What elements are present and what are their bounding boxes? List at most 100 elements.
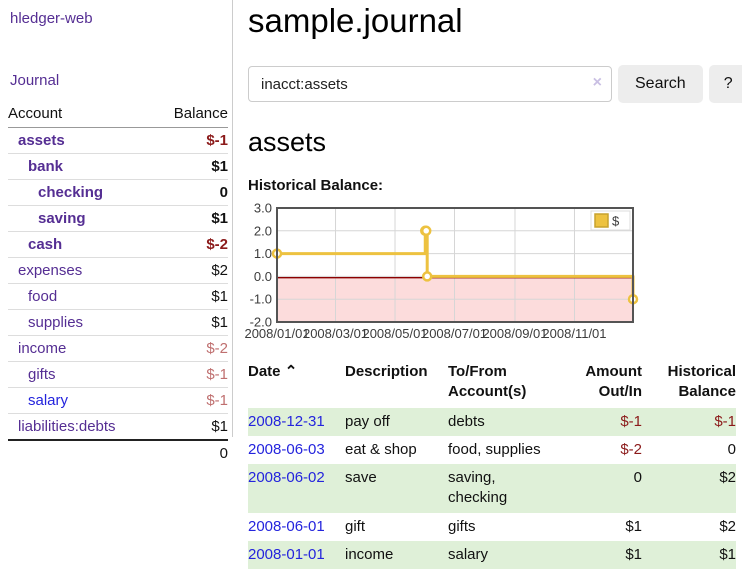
sidebar-item-journal[interactable]: Journal [10, 72, 60, 89]
account-link-cash[interactable]: cash [28, 236, 63, 253]
account-link-assets[interactable]: assets [18, 132, 65, 149]
accounts-header-account: Account [8, 102, 155, 128]
transaction-balance: $2 [719, 517, 736, 535]
transaction-description: save [345, 469, 377, 486]
account-balance: $-1 [206, 132, 228, 149]
transaction-description: eat & shop [345, 440, 417, 458]
account-row: gifts $-1 [8, 361, 228, 388]
svg-text:-1.0: -1.0 [250, 292, 272, 307]
account-link-gifts[interactable]: gifts [28, 366, 56, 383]
account-row: bank $1 [8, 153, 228, 180]
svg-text:0.0: 0.0 [254, 269, 272, 284]
svg-text:2.0: 2.0 [254, 223, 272, 238]
register-row: 2008-06-02 save saving, checking 0 $2 [248, 464, 736, 513]
transaction-date-link[interactable]: 2008-12-31 [248, 412, 325, 430]
account-balance: $-1 [154, 361, 228, 388]
account-link-liabilities-debts[interactable]: liabilities:debts [18, 418, 116, 435]
page-title: sample.journal [248, 2, 463, 39]
transaction-accounts: gifts [448, 517, 476, 535]
account-link-salary[interactable]: salary [28, 392, 69, 409]
register-row: 2008-01-01 income salary $1 $1 [248, 540, 736, 569]
transaction-amount: 0 [633, 469, 642, 486]
account-row: liabilities:debts $1 [8, 413, 228, 440]
register-header-balance: Historical Balance [667, 363, 736, 401]
account-row: checking 0 [8, 179, 228, 206]
transaction-description: pay off [345, 412, 390, 430]
account-row: supplies $1 [8, 309, 228, 336]
clear-search-icon[interactable]: × [592, 74, 602, 91]
transaction-date-link[interactable]: 2008-06-02 [248, 469, 325, 486]
svg-text:3.0: 3.0 [254, 201, 272, 216]
account-link-food[interactable]: food [28, 288, 58, 305]
account-row: saving $1 [8, 205, 228, 232]
account-link-bank[interactable]: bank [28, 158, 64, 175]
account-row: food $1 [8, 283, 228, 310]
sort-ascending-icon: ⌃ [284, 363, 298, 380]
transaction-date-link[interactable]: 2008-06-01 [248, 517, 325, 535]
account-link-saving[interactable]: saving [38, 210, 86, 227]
transaction-amount: $1 [625, 517, 642, 535]
transaction-accounts: salary [448, 545, 489, 563]
account-balance: $-2 [154, 231, 228, 258]
account-link-expenses[interactable]: expenses [18, 262, 83, 279]
account-balance: $1 [154, 205, 228, 232]
register-row: 2008-06-01 gift gifts $1 $2 [248, 513, 736, 541]
account-row: expenses $2 [8, 257, 228, 284]
sidebar-divider [232, 0, 233, 437]
account-link-checking[interactable]: checking [38, 184, 104, 201]
account-balance: $-1 [154, 387, 228, 414]
register-header-amount: Amount Out/In [585, 363, 642, 401]
svg-text:1.0: 1.0 [254, 246, 272, 261]
account-balance: $1 [154, 413, 228, 440]
account-balance: 0 [154, 179, 228, 206]
svg-text:2008/11/01: 2008/11/01 [542, 326, 606, 341]
transaction-description: gift [345, 517, 366, 535]
register-header-accounts: To/From Account(s) [448, 363, 527, 401]
accounts-total-value: 0 [154, 439, 228, 466]
svg-text:2008/01/01: 2008/01/01 [244, 326, 309, 341]
account-row: salary $-1 [8, 387, 228, 414]
sidebar: hledger-web Journal Account Balance asse… [0, 0, 232, 466]
transaction-accounts: debts [448, 412, 485, 430]
register-header-description: Description [345, 363, 428, 380]
account-balance: $2 [154, 257, 228, 284]
account-link-supplies[interactable]: supplies [28, 314, 84, 331]
main-content: sample.journal × Search ? assets Histori… [244, 0, 742, 569]
transaction-amount: $-2 [620, 440, 642, 458]
transaction-balance: $-1 [714, 412, 736, 430]
search-button[interactable]: Search [618, 65, 703, 103]
svg-text:2008/07/01: 2008/07/01 [422, 326, 487, 341]
historical-balance-chart: 3.0 2.0 1.0 0.0 -1.0 -2.0 2008/01/01 2008/03/01… [244, 201, 736, 345]
svg-text:$: $ [612, 214, 620, 229]
transaction-amount: $1 [625, 545, 642, 563]
svg-text:-2.0: -2.0 [250, 315, 272, 330]
transaction-amount: $-1 [620, 412, 642, 430]
account-balance: $1 [154, 309, 228, 336]
register-table: Date ⌃ Description To/From Account(s) Am… [248, 360, 736, 569]
accounts-total-row: 0 [8, 439, 228, 466]
help-button[interactable]: ? [708, 65, 742, 103]
register-header-date[interactable]: Date ⌃ [248, 363, 298, 380]
search-input[interactable] [248, 66, 612, 102]
transaction-balance: $1 [719, 545, 736, 563]
svg-text:2008/03/01: 2008/03/01 [303, 326, 368, 341]
account-balance: $-2 [154, 335, 228, 362]
svg-text:2008/09/01: 2008/09/01 [482, 326, 547, 341]
account-row: cash $-2 [8, 231, 228, 258]
account-heading: assets [248, 127, 327, 157]
register-row: 2008-12-31 pay off debts $-1 $-1 [248, 407, 736, 436]
app-brand-link[interactable]: hledger-web [10, 10, 93, 27]
transaction-date-link[interactable]: 2008-01-01 [248, 545, 325, 563]
transaction-balance: $2 [719, 469, 736, 486]
accounts-table: Account Balance assets $-1 bank $1 check… [8, 102, 228, 466]
account-row: income $-2 [8, 335, 228, 362]
chart-canvas: 3.0 2.0 1.0 0.0 -1.0 -2.02008/01/012008/03/01… [244, 201, 639, 341]
chart-heading: Historical Balance: [248, 177, 384, 194]
transaction-date-link[interactable]: 2008-06-03 [248, 440, 325, 458]
account-balance: $1 [154, 283, 228, 310]
account-link-income[interactable]: income [18, 340, 67, 357]
transaction-balance: 0 [727, 440, 736, 458]
search-bar: × Search ? [248, 65, 742, 103]
transaction-description: income [345, 545, 394, 563]
accounts-header-balance: Balance [154, 102, 228, 128]
